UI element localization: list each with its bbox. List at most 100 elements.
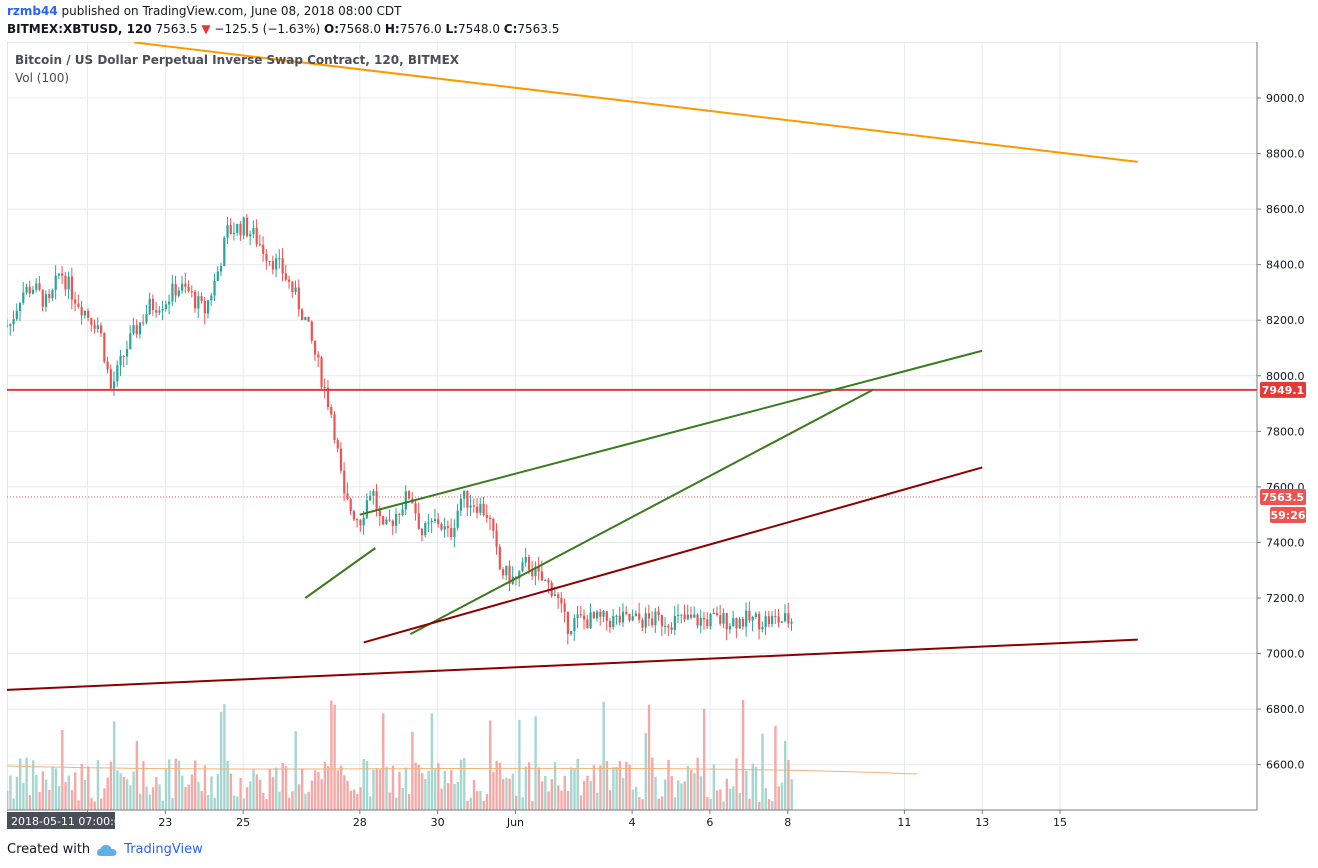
volume-bar — [184, 786, 187, 810]
volume-bar — [709, 799, 712, 810]
volume-bar — [158, 784, 161, 810]
candle-body — [112, 381, 116, 389]
candle-body — [168, 301, 171, 305]
candle-body — [563, 603, 566, 612]
volume-bar — [641, 799, 644, 810]
candle-body — [702, 617, 706, 620]
price-tick-label: 8000.0 — [1266, 370, 1305, 383]
volume-bar — [194, 760, 197, 810]
volume-bar — [164, 769, 168, 810]
volume-bar — [41, 771, 45, 810]
candle-body — [544, 580, 547, 582]
time-tick-label: 28 — [353, 816, 367, 829]
volume-bar — [518, 719, 521, 810]
trendlines[interactable] — [0, 41, 1257, 704]
candle-body — [761, 627, 764, 630]
candle-body — [174, 283, 177, 296]
candle-body — [369, 495, 372, 501]
trendline-darkred-lower[interactable] — [0, 638, 1138, 704]
candle-body — [125, 349, 129, 357]
candle-body — [161, 308, 164, 311]
volume-bar — [715, 790, 719, 810]
time-tick-label: 13 — [975, 816, 989, 829]
trendline-green-lower[interactable] — [409, 388, 874, 635]
volume-bar — [28, 795, 32, 810]
candle-body — [51, 289, 54, 299]
tradingview-brand[interactable]: TradingView — [124, 842, 203, 857]
volume-bar — [57, 785, 61, 810]
volume-bar — [466, 800, 469, 810]
candle-body — [25, 286, 28, 293]
trendline-green-short[interactable] — [304, 547, 376, 599]
volume-bar — [618, 761, 622, 810]
candle-body — [18, 302, 22, 311]
volume-bar — [482, 800, 485, 810]
volume-bar — [200, 791, 203, 810]
volume-bar — [420, 773, 424, 810]
time-tick-label: 23 — [158, 816, 172, 829]
volume-bar — [174, 758, 177, 810]
candle-body — [476, 506, 479, 513]
candle-body — [771, 616, 774, 625]
volume-bar — [100, 798, 103, 810]
volume-bar — [232, 795, 236, 810]
time-axis[interactable]: 2123252830Jun4681113152018-05-11 07:00:0… — [7, 809, 1257, 829]
volume-bar — [265, 798, 268, 810]
volume-bar — [728, 788, 732, 810]
candle-body — [424, 523, 427, 536]
price-axis[interactable]: 6600.06800.07000.07200.07400.07600.07800… — [1256, 42, 1306, 810]
candle-body — [365, 500, 369, 518]
price-tick-label: 6800.0 — [1266, 703, 1305, 716]
volume-bar — [80, 764, 83, 810]
volume-bar — [330, 700, 333, 810]
candle-body — [252, 227, 255, 235]
trendline-green-upper[interactable] — [359, 349, 983, 516]
volume-bar — [524, 766, 528, 810]
candle-body — [725, 613, 728, 630]
volume-bar — [566, 790, 570, 810]
volume-bar — [129, 785, 132, 810]
candle-body — [420, 528, 424, 536]
volume-bar — [323, 761, 327, 810]
candle-body — [751, 617, 754, 621]
open-label: O: — [324, 22, 340, 36]
volume-bar — [197, 782, 200, 810]
chart-frame[interactable]: 6600.0 6800.0 7000.0 7200.0 7400.0 7600.0 7800… — [0, 41, 1311, 831]
candle-body — [87, 310, 90, 318]
volume-bar — [54, 768, 58, 810]
volume-bar — [31, 760, 35, 810]
candle-body — [472, 505, 475, 507]
candle-body — [155, 310, 158, 313]
volume-bar — [479, 790, 482, 810]
trendline-darkred-upper[interactable] — [363, 466, 983, 644]
candle-body — [142, 322, 145, 324]
volume-bar — [317, 772, 320, 810]
price-chart[interactable]: 6600.06800.07000.07200.07400.07600.07800… — [0, 41, 1311, 831]
candle-body — [129, 333, 132, 350]
candle-body — [352, 511, 356, 520]
volume-bar — [472, 780, 476, 810]
volume-bar — [375, 768, 378, 810]
volume-bar — [453, 783, 456, 810]
candle-body — [566, 611, 570, 635]
candle-body — [310, 321, 313, 341]
candle-body — [210, 295, 213, 301]
volume-bar — [576, 758, 579, 810]
volume-bar — [754, 766, 758, 810]
candle-body — [57, 273, 61, 276]
candle-body — [398, 514, 401, 516]
candle-body — [177, 290, 181, 296]
candle-body — [54, 275, 57, 290]
volume-bar — [547, 791, 550, 810]
candles — [6, 213, 793, 645]
volume-bar — [411, 731, 414, 810]
volume-bar — [430, 713, 434, 810]
candle-body — [430, 521, 433, 523]
volume-bar — [450, 770, 453, 810]
candle-body — [664, 625, 667, 627]
candle-body — [489, 517, 492, 519]
candle-body — [592, 612, 595, 619]
author-username[interactable]: rzmb44 — [7, 4, 58, 18]
volume-bar — [388, 792, 391, 810]
trendline-orange[interactable] — [134, 41, 1138, 163]
